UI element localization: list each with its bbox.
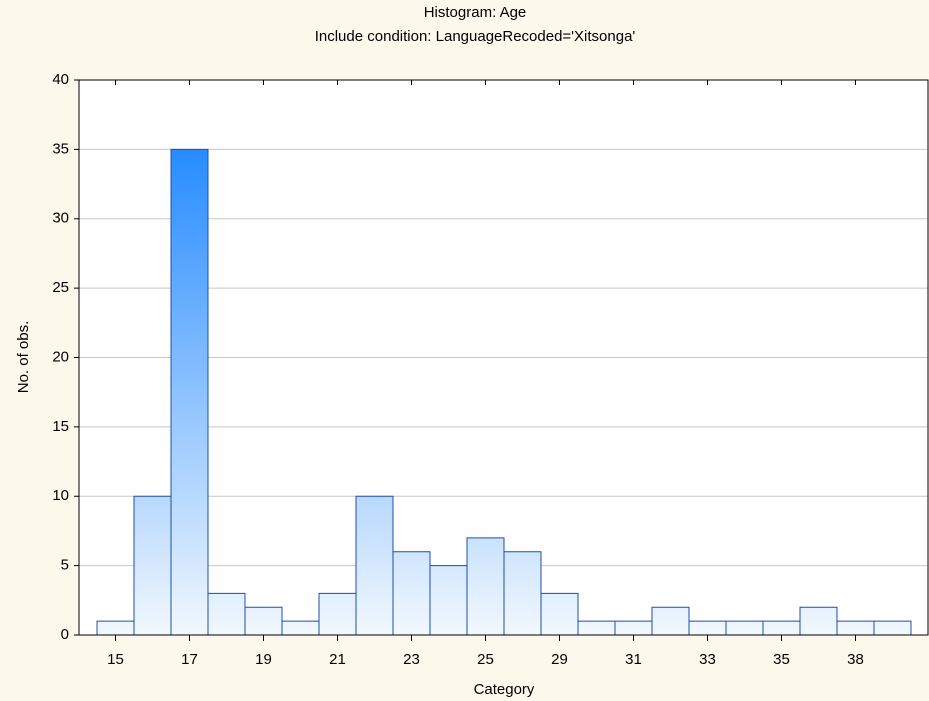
x-tick-label: 31 <box>625 651 642 668</box>
bar <box>466 537 505 636</box>
y-tick-label: 30 <box>52 210 69 227</box>
bar <box>651 606 690 636</box>
bar <box>540 592 579 636</box>
x-tick-label: 19 <box>255 651 272 668</box>
y-axis-label: No. of obs. <box>15 321 32 394</box>
bar <box>170 148 209 636</box>
x-tick-label: 15 <box>107 651 124 668</box>
chart-subtitle: Include condition: LanguageRecoded='Xits… <box>315 28 636 45</box>
bar <box>429 565 468 636</box>
bar <box>281 620 320 636</box>
bar <box>355 495 394 636</box>
x-tick-label: 29 <box>551 651 568 668</box>
y-tick-label: 35 <box>52 140 69 157</box>
x-tick-label: 23 <box>403 651 420 668</box>
bar <box>873 620 912 636</box>
bar <box>688 620 727 636</box>
x-tick-label: 25 <box>477 651 494 668</box>
plot-frame <box>78 79 929 636</box>
y-tick-label: 0 <box>61 626 69 643</box>
bar <box>503 551 542 636</box>
bar <box>799 606 838 636</box>
bar <box>392 551 431 636</box>
bar <box>207 592 246 636</box>
x-tick-label: 21 <box>329 651 346 668</box>
y-tick-label: 10 <box>52 487 69 504</box>
x-tick-label: 33 <box>699 651 716 668</box>
y-tick-label: 5 <box>61 557 69 574</box>
bar <box>725 620 764 636</box>
x-axis-label: Category <box>474 681 535 698</box>
y-tick-label: 40 <box>52 71 69 88</box>
bar <box>836 620 875 636</box>
y-tick-label: 15 <box>52 418 69 435</box>
bar <box>614 620 653 636</box>
y-tick-label: 25 <box>52 279 69 296</box>
bar <box>244 606 283 636</box>
x-tick-label: 17 <box>181 651 198 668</box>
bar <box>133 495 172 636</box>
bar <box>96 620 135 636</box>
x-tick-label: 35 <box>773 651 790 668</box>
y-tick-label: 20 <box>52 348 69 365</box>
bar <box>762 620 801 636</box>
bar <box>318 592 357 636</box>
x-tick-label: 38 <box>847 651 864 668</box>
chart-title: Histogram: Age <box>424 4 527 21</box>
bar <box>577 620 616 636</box>
